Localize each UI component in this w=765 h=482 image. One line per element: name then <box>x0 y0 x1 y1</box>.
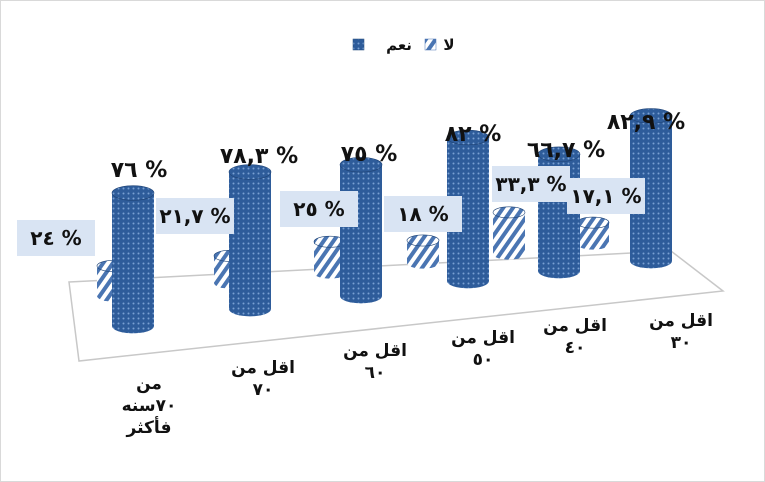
data-label-no-4: % ٢١,٧ <box>159 204 230 228</box>
category-label-2-line-1: ٥٠ <box>473 350 494 370</box>
label-no-box-2 <box>384 196 462 232</box>
bar-yes-3 <box>339 157 383 304</box>
bar-no-1-top <box>492 206 526 219</box>
bar-yes-0 <box>629 108 673 269</box>
data-label-yes-5: % ٧٦ <box>111 158 168 183</box>
data-label-yes-0: % ٨٢,٩ <box>607 110 685 135</box>
category-label-1-line-1: ٤٠ <box>565 338 586 358</box>
category-label-4-line-1: ٧٠ <box>253 380 274 400</box>
bar-yes-0-body <box>630 115 672 269</box>
data-label-yes-1: % ٦٦,٧ <box>527 138 605 163</box>
bar-no-3-body <box>314 241 346 279</box>
bar-yes-4-body <box>229 171 271 317</box>
category-label-2-line-0: اقل من <box>451 328 515 348</box>
bar-yes-2-top <box>446 129 490 146</box>
bar-no-1 <box>492 206 526 260</box>
data-label-yes-3: % ٧٥ <box>341 142 398 167</box>
legend: نعم لا <box>352 36 455 54</box>
plot-area: % ١٧,١% ٣٣,٣ % ١٨ % ٢٥ % ٢١,٧ % ٢٤ % ٨٢,٩% ٦٦… <box>17 108 713 438</box>
bar-yes-3-top <box>339 157 383 173</box>
data-label-no-2: % ١٨ <box>397 202 448 226</box>
category-label-4-line-0: اقل من <box>231 358 295 378</box>
label-no-box-0 <box>567 178 645 214</box>
legend-swatch-no <box>424 38 437 51</box>
bar-yes-0-top <box>629 108 673 124</box>
label-no-box-4 <box>156 198 234 234</box>
legend-swatch-yes <box>352 38 365 51</box>
bar-yes-1-top <box>537 146 581 162</box>
bar-no-0 <box>576 216 610 250</box>
category-label-0-line-0: اقل من <box>649 311 713 331</box>
bar-yes-2 <box>446 129 490 289</box>
bar-no-2-top <box>406 234 440 247</box>
category-label-5-line-0: من <box>136 374 162 394</box>
bar-yes-5-top <box>111 185 155 201</box>
category-label-3-line-0: اقل من <box>343 341 407 361</box>
label-no-box-3 <box>280 191 358 227</box>
label-no-box-5 <box>17 220 95 256</box>
data-label-no-5: % ٢٤ <box>30 226 81 250</box>
bar-yes-2-body <box>447 137 489 289</box>
legend-label-yes: نعم <box>386 36 412 54</box>
data-label-no-3: % ٢٥ <box>293 197 344 221</box>
data-label-no-1: % ٣٣,٣ <box>495 172 566 196</box>
bar-yes-5-body <box>112 193 154 334</box>
data-label-no-0: % ١٧,١ <box>570 184 641 208</box>
category-label-1-line-0: اقل من <box>543 316 607 336</box>
label-no-box-1 <box>492 166 570 202</box>
bar-no-2 <box>406 234 440 269</box>
data-label-yes-4: % ٧٨,٣ <box>220 144 298 169</box>
category-label-0-line-1: ٣٠ <box>671 333 692 353</box>
bar-yes-3-body <box>340 164 382 304</box>
bar-yes-4 <box>228 164 272 317</box>
bar-no-2-body <box>407 240 439 269</box>
bar-no-1-body <box>493 212 525 260</box>
legend-label-no: لا <box>443 36 454 54</box>
category-label-5-line-1: ٧٠سنه <box>122 396 177 416</box>
bar-no-0-top <box>576 216 610 229</box>
category-label-3-line-1: ٦٠ <box>365 363 386 383</box>
bar-no-3 <box>313 235 347 279</box>
bar-no-0-body <box>577 222 609 250</box>
category-label-5-line-2: فأكثر <box>126 416 172 438</box>
bar-yes-5 <box>111 185 155 334</box>
bar-yes-4-top <box>228 164 272 180</box>
data-label-yes-2: % ٨٢ <box>445 122 502 147</box>
